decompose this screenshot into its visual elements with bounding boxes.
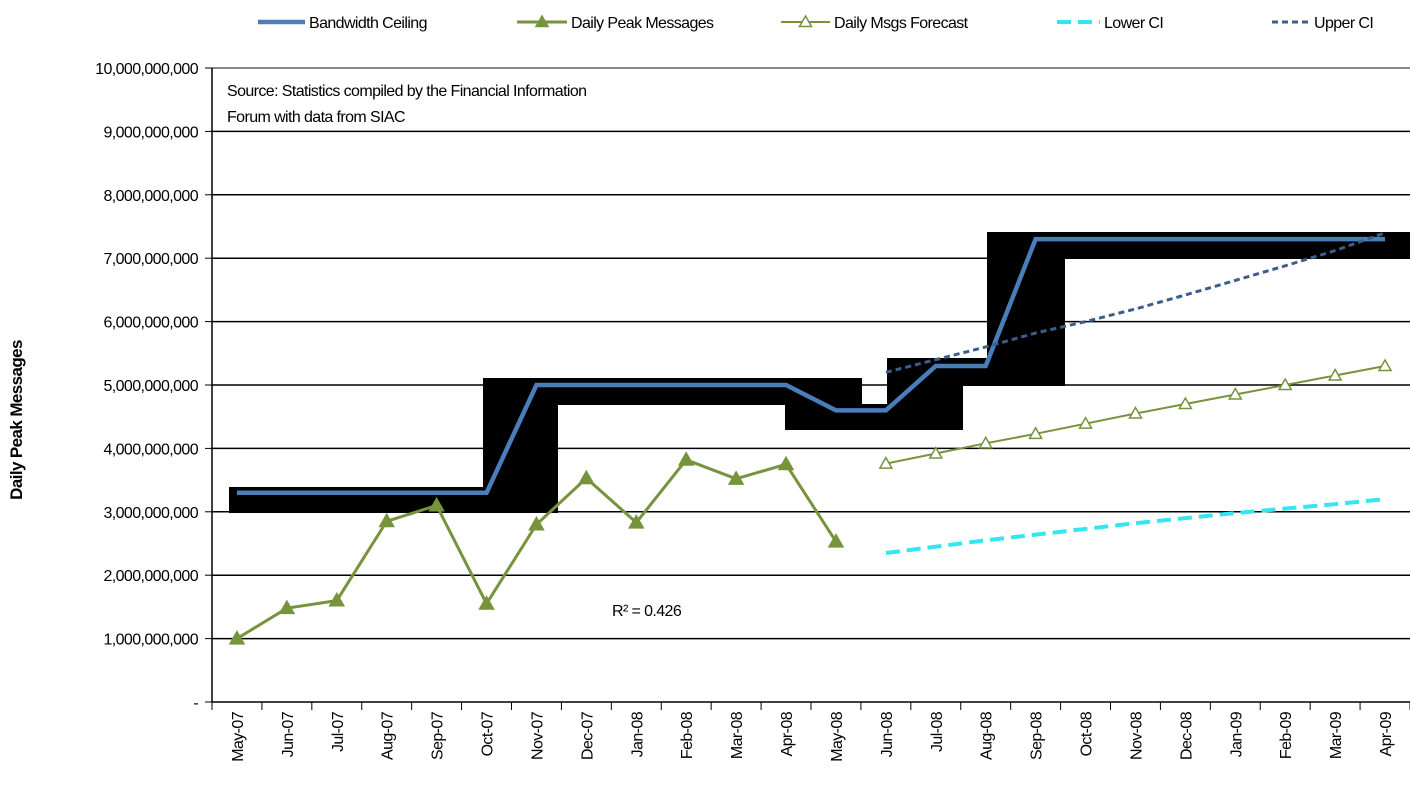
x-tick-label: Oct-08	[1079, 711, 1096, 756]
x-tick-label: Feb-08	[679, 711, 696, 759]
marker	[1028, 426, 1043, 440]
marker	[727, 470, 745, 485]
x-tick-label: Jan-08	[629, 711, 646, 757]
x-tick-label: May-08	[829, 711, 846, 761]
source-note: Source: Statistics compiled by the Finan…	[227, 83, 586, 100]
x-tick-label: Nov-08	[1128, 711, 1145, 760]
y-axis-label: Daily Peak Messages	[7, 340, 26, 500]
marker	[978, 435, 994, 449]
series-line	[885, 231, 1386, 374]
y-tick-label: 9,000,000,000	[103, 124, 198, 141]
marker	[528, 515, 545, 531]
marker	[578, 469, 595, 485]
x-tick-label: Dec-07	[579, 711, 596, 760]
marker	[827, 533, 845, 548]
marker	[428, 496, 445, 512]
marker	[378, 512, 396, 528]
marker	[478, 595, 495, 610]
marker	[278, 599, 296, 615]
y-tick-label: 5,000,000,000	[103, 378, 198, 395]
legend-item: Bandwidth Ceiling	[258, 15, 427, 32]
x-tick-label: Feb-09	[1278, 711, 1295, 759]
marker	[228, 630, 246, 645]
marker	[627, 514, 645, 529]
x-tick-label: Aug-07	[380, 711, 397, 760]
source-note: Forum with data from SIAC	[227, 109, 405, 126]
x-tick-label: Jun-08	[879, 711, 896, 757]
x-tick-label: Nov-07	[529, 711, 546, 760]
y-tick-label: 3,000,000,000	[103, 505, 198, 522]
x-tick-label: Jul-07	[330, 711, 347, 752]
marker	[777, 455, 795, 471]
legend-marker	[798, 14, 813, 28]
marker	[878, 456, 894, 469]
x-tick-label: Sep-08	[1029, 711, 1046, 760]
legend-marker	[534, 14, 550, 28]
ceiling-shadow	[229, 232, 1410, 513]
marker	[1377, 358, 1393, 372]
marker	[928, 445, 944, 459]
legend-item: Daily Peak Messages	[517, 14, 715, 32]
x-tick-label: Dec-08	[1178, 711, 1195, 760]
x-tick-label: Sep-07	[430, 711, 447, 760]
legend-item: Daily Msgs Forecast	[781, 14, 969, 32]
marker	[1227, 386, 1243, 400]
x-tick-label: Jan-09	[1228, 711, 1245, 757]
marker	[1078, 416, 1093, 429]
x-tick-label: Apr-09	[1378, 711, 1395, 756]
y-tick-label: 8,000,000,000	[103, 188, 198, 205]
marker	[1277, 377, 1293, 391]
y-tick-label: 6,000,000,000	[103, 315, 198, 332]
marker	[328, 592, 346, 607]
x-tick-label: Mar-08	[729, 711, 746, 759]
y-tick-label: -	[193, 695, 198, 712]
legend-label: Daily Msgs Forecast	[834, 15, 969, 32]
y-tick-label: 1,000,000,000	[103, 632, 198, 649]
marker	[1128, 406, 1143, 419]
x-tick-label: Aug-08	[979, 711, 996, 760]
y-tick-label: 7,000,000,000	[103, 251, 198, 268]
x-tick-label: Apr-08	[779, 711, 796, 756]
series-line	[236, 236, 1386, 496]
legend-item: Lower CI	[1057, 15, 1164, 32]
legend-label: Daily Peak Messages	[571, 15, 714, 32]
y-tick-label: 4,000,000,000	[103, 441, 198, 458]
x-tick-label: Oct-07	[480, 711, 497, 756]
marker	[1178, 396, 1193, 410]
x-tick-label: May-07	[230, 711, 247, 761]
y-tick-label: 2,000,000,000	[103, 568, 198, 585]
x-tick-label: Jun-07	[280, 711, 297, 757]
x-tick-label: Jul-08	[929, 711, 946, 752]
marker	[677, 451, 695, 466]
series-line	[885, 497, 1386, 555]
legend-label: Lower CI	[1104, 15, 1163, 32]
legend-item: Upper CI	[1272, 15, 1374, 32]
x-tick-label: Mar-09	[1328, 711, 1345, 759]
marker	[1327, 367, 1343, 381]
legend-label: Bandwidth Ceiling	[309, 15, 427, 32]
legend-label: Upper CI	[1314, 15, 1373, 32]
r-squared: R² = 0.426	[612, 603, 682, 620]
y-tick-label: 10,000,000,000	[95, 61, 199, 78]
